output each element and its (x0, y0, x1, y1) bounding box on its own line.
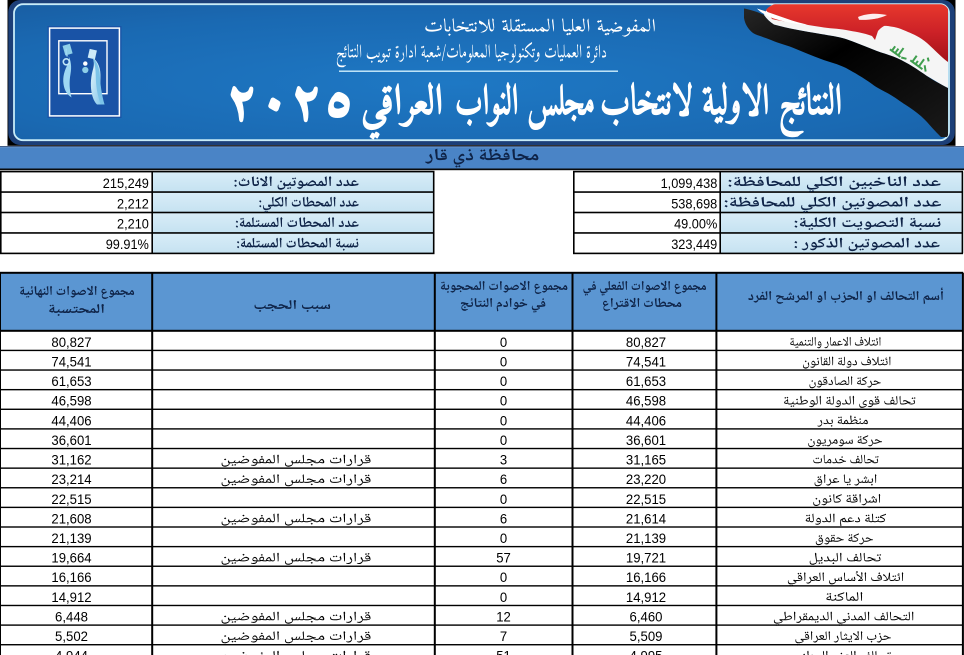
svg-text:19,664: 19,664 (51, 550, 91, 566)
svg-text:80,827: 80,827 (51, 334, 91, 350)
svg-text:19,721: 19,721 (626, 550, 666, 566)
svg-text:22,515: 22,515 (626, 491, 666, 507)
svg-text:4,995: 4,995 (630, 648, 663, 655)
svg-text:0: 0 (500, 589, 508, 605)
svg-text:6,460: 6,460 (630, 609, 663, 625)
svg-text:21,139: 21,139 (626, 530, 666, 546)
svg-text:2,210: 2,210 (117, 217, 149, 232)
svg-text:3: 3 (500, 452, 508, 468)
svg-text:0: 0 (500, 353, 508, 369)
svg-text:49.00%: 49.00% (674, 217, 717, 232)
svg-text:2,212: 2,212 (117, 196, 149, 211)
svg-text:215,249: 215,249 (103, 176, 149, 191)
svg-text:16,166: 16,166 (51, 569, 91, 585)
svg-text:6,448: 6,448 (55, 609, 88, 625)
svg-text:44,406: 44,406 (51, 412, 91, 428)
svg-text:12: 12 (496, 609, 511, 625)
svg-text:51: 51 (496, 648, 511, 655)
svg-text:74,541: 74,541 (626, 353, 666, 369)
svg-text:16,166: 16,166 (626, 569, 666, 585)
svg-text:14,912: 14,912 (51, 589, 91, 605)
svg-text:21,614: 21,614 (626, 510, 666, 526)
svg-text:538,698: 538,698 (671, 196, 717, 211)
svg-text:0: 0 (500, 334, 508, 350)
svg-text:36,601: 36,601 (51, 432, 91, 448)
svg-text:0: 0 (500, 491, 508, 507)
svg-text:0: 0 (500, 393, 508, 409)
svg-text:5,509: 5,509 (630, 628, 663, 644)
svg-text:44,406: 44,406 (626, 412, 666, 428)
svg-text:21,139: 21,139 (51, 530, 91, 546)
svg-text:4,944: 4,944 (55, 648, 88, 655)
svg-text:22,515: 22,515 (51, 491, 91, 507)
svg-text:0: 0 (500, 373, 508, 389)
svg-text:36,601: 36,601 (626, 432, 666, 448)
svg-text:57: 57 (496, 550, 511, 566)
svg-text:80,827: 80,827 (626, 334, 666, 350)
svg-text:31,162: 31,162 (51, 452, 91, 468)
svg-text:23,220: 23,220 (626, 471, 666, 487)
svg-text:74,541: 74,541 (51, 353, 91, 369)
svg-text:0: 0 (500, 412, 508, 428)
svg-text:7: 7 (500, 628, 508, 644)
svg-text:21,608: 21,608 (51, 510, 91, 526)
svg-text:31,165: 31,165 (626, 452, 666, 468)
svg-text:14,912: 14,912 (626, 589, 666, 605)
svg-text:6: 6 (500, 471, 508, 487)
svg-text:0: 0 (500, 530, 508, 546)
svg-text:323,449: 323,449 (671, 237, 717, 252)
svg-text:61,653: 61,653 (51, 373, 91, 389)
svg-text:1,099,438: 1,099,438 (661, 176, 718, 191)
svg-text:46,598: 46,598 (51, 393, 91, 409)
svg-text:23,214: 23,214 (51, 471, 91, 487)
svg-text:99.91%: 99.91% (106, 237, 149, 252)
svg-text:0: 0 (500, 432, 508, 448)
svg-text:5,502: 5,502 (55, 628, 88, 644)
svg-text:6: 6 (500, 510, 508, 526)
svg-text:0: 0 (500, 569, 508, 585)
svg-text:46,598: 46,598 (626, 393, 666, 409)
svg-text:61,653: 61,653 (626, 373, 666, 389)
